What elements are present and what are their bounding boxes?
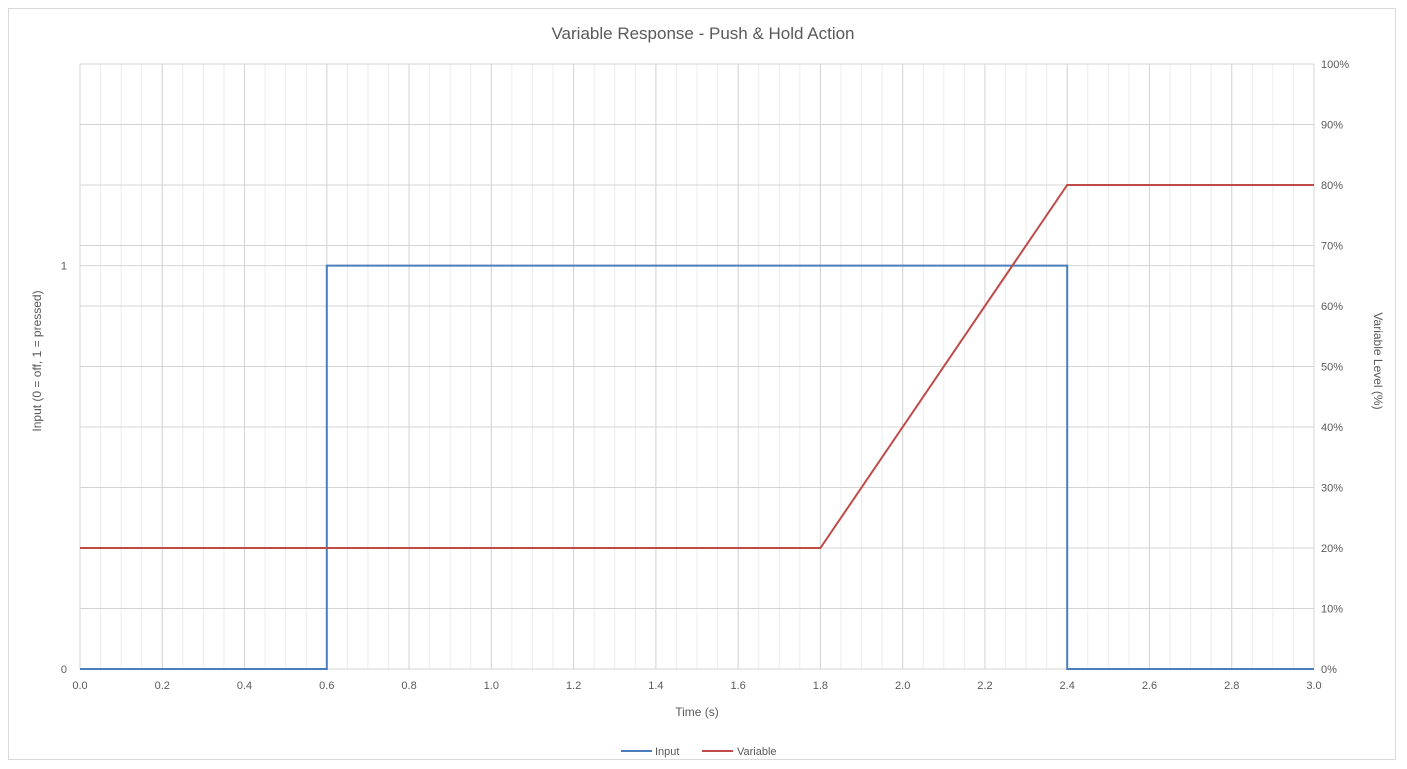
y-right-tick-label: 80% (1321, 180, 1343, 192)
x-tick-label: 0.4 (237, 680, 252, 692)
x-axis-title: Time (s) (675, 705, 719, 719)
y-right-tick-label: 40% (1321, 422, 1343, 434)
y-right-tick-label: 0% (1321, 664, 1337, 676)
x-tick-label: 2.8 (1224, 680, 1239, 692)
x-tick-label: 1.6 (730, 680, 745, 692)
x-tick-label: 0.0 (72, 680, 87, 692)
x-tick-label: 2.2 (977, 680, 992, 692)
grid-layer (79, 63, 1315, 670)
y-right-tick-label: 10% (1321, 604, 1343, 616)
y-left-tick-label: 1 (61, 261, 67, 273)
y-right-tick-label: 100% (1321, 59, 1349, 71)
y-right-tick-label: 20% (1321, 543, 1343, 555)
axes-layer: 0.0 0.2 0.4 0.6 0.8 1.0 1.2 1.4 1.6 1.8 2.0 2.2 2.4 2… (61, 59, 1349, 692)
y-left-tick-label: 0 (61, 664, 67, 676)
x-tick-label: 0.8 (401, 680, 416, 692)
y-right-tick-label: 90% (1321, 120, 1343, 132)
x-tick-label: 1.2 (566, 680, 581, 692)
chart-frame: 0.0 0.2 0.4 0.6 0.8 1.0 1.2 1.4 1.6 1.8 2.0 2.2 2.4 2… (8, 8, 1396, 760)
legend-input-label: Input (655, 746, 679, 758)
x-tick-label: 2.4 (1060, 680, 1075, 692)
x-tick-label: 0.2 (155, 680, 170, 692)
x-tick-label: 2.0 (895, 680, 910, 692)
legend-variable-label: Variable (737, 746, 777, 758)
y-left-axis-title: Input (0 = off, 1 = pressed) (30, 290, 44, 431)
y-right-tick-label: 30% (1321, 483, 1343, 495)
x-tick-label: 3.0 (1306, 680, 1321, 692)
chart-title: Variable Response - Push & Hold Action (551, 24, 854, 43)
series-layer (80, 184, 1314, 670)
y-right-tick-label: 50% (1321, 362, 1343, 374)
x-tick-label: 2.6 (1142, 680, 1157, 692)
y-right-tick-label: 70% (1321, 241, 1343, 253)
x-tick-label: 0.6 (319, 680, 334, 692)
x-tick-label: 1.0 (484, 680, 499, 692)
series-line-input (80, 264, 1314, 670)
y-right-axis-title: Variable Level (%) (1371, 312, 1385, 409)
legend: Input Variable (621, 746, 777, 758)
series-line-variable (80, 184, 1314, 549)
chart-svg: 0.0 0.2 0.4 0.6 0.8 1.0 1.2 1.4 1.6 1.8 2.0 2.2 2.4 2… (30, 24, 1385, 758)
x-tick-label: 1.8 (813, 680, 828, 692)
x-tick-label: 1.4 (648, 680, 663, 692)
y-right-tick-label: 60% (1321, 301, 1343, 313)
